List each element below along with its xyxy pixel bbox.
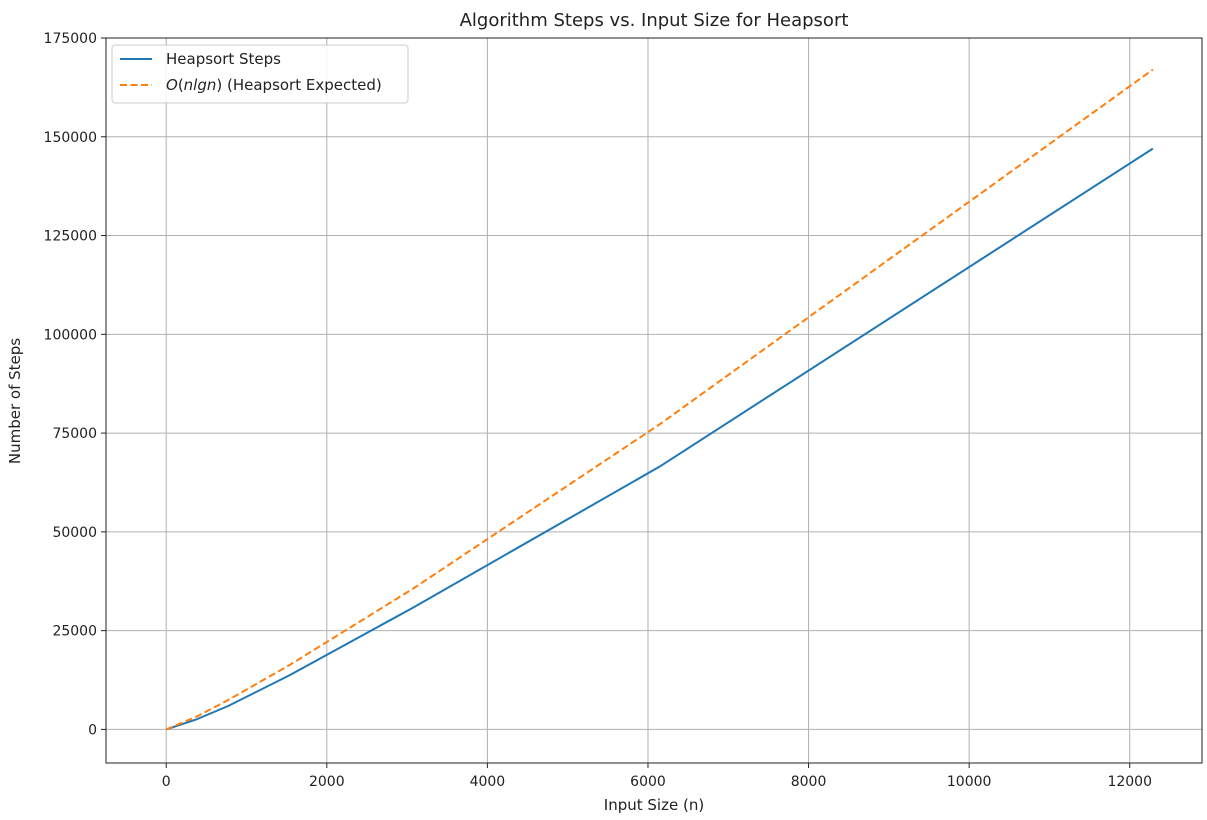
y-axis-ticks: 0 25000 50000 75000 100000 125000 150000 175000 bbox=[44, 31, 106, 738]
y-tick-label: 100000 bbox=[44, 327, 97, 343]
grid bbox=[106, 37, 1202, 763]
x-tick-label: 0 bbox=[162, 774, 171, 790]
y-tick-label: 175000 bbox=[44, 31, 97, 47]
legend-label-expected-part-big-o: O bbox=[166, 76, 178, 94]
x-tick-label: 8000 bbox=[791, 774, 827, 790]
legend-label-heapsort-expected: O(nlgn) (Heapsort Expected) bbox=[166, 76, 382, 94]
x-axis-label: Input Size (n) bbox=[604, 796, 704, 814]
x-tick-label: 2000 bbox=[309, 774, 345, 790]
y-tick-label: 0 bbox=[88, 722, 97, 738]
legend-label-expected-part-open: ( bbox=[178, 76, 184, 94]
x-tick-label: 10000 bbox=[947, 774, 992, 790]
legend-label-expected-part-nlgn: nlgn bbox=[184, 76, 217, 94]
x-tick-label: 4000 bbox=[470, 774, 506, 790]
x-tick-label: 12000 bbox=[1107, 774, 1152, 790]
x-axis-ticks: 0 2000 4000 6000 8000 10000 12000 bbox=[162, 763, 1152, 790]
legend: Heapsort Steps O(nlgn) (Heapsort Expecte… bbox=[111, 44, 409, 104]
y-tick-label: 50000 bbox=[52, 525, 97, 541]
x-tick-label: 6000 bbox=[630, 774, 666, 790]
series-line-heapsort-steps bbox=[165, 147, 1154, 731]
y-tick-label: 75000 bbox=[52, 426, 97, 442]
series-line-heapsort-expected bbox=[165, 68, 1154, 731]
legend-label-heapsort-steps: Heapsort Steps bbox=[166, 50, 281, 68]
y-tick-label: 125000 bbox=[44, 229, 97, 245]
y-tick-label: 25000 bbox=[52, 624, 97, 640]
series-layer bbox=[165, 68, 1154, 731]
legend-label-expected-part-rest: ) (Heapsort Expected) bbox=[216, 76, 381, 94]
y-axis-label: Number of Steps bbox=[6, 338, 24, 464]
legend-box bbox=[111, 44, 409, 104]
plot-area-frame bbox=[105, 37, 1203, 764]
y-tick-label: 150000 bbox=[44, 130, 97, 146]
chart-title: Algorithm Steps vs. Input Size for Heaps… bbox=[460, 10, 849, 31]
